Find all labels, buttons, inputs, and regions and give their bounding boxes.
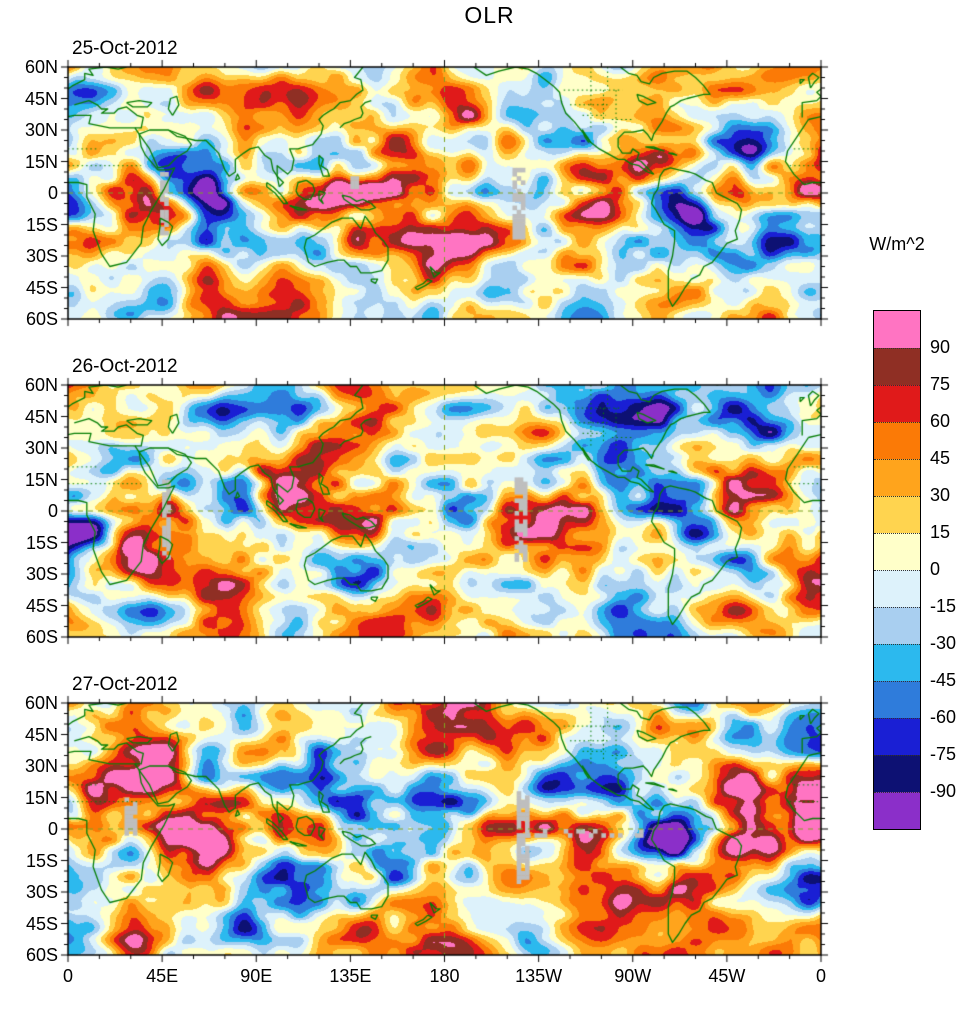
y-tick-label: 30S bbox=[25, 246, 58, 266]
y-tick-label: 15N bbox=[24, 469, 58, 490]
y-tick-label: 60S bbox=[25, 309, 58, 329]
y-tick-label: 45S bbox=[25, 913, 58, 934]
y-tick-label: 30N bbox=[24, 756, 58, 776]
colorbar-unit-label: W/m^2 bbox=[869, 234, 925, 254]
x-tick-label: 90E bbox=[240, 966, 273, 986]
figure-title: OLR bbox=[464, 2, 515, 28]
colorbar-tick-label: 0 bbox=[930, 559, 941, 579]
colorbar-tick-label: 30 bbox=[930, 485, 951, 505]
y-tick-label: 45N bbox=[24, 724, 58, 745]
y-tick-label: 0 bbox=[47, 183, 58, 203]
map-canvas-26-oct-2012 bbox=[58, 375, 831, 647]
colorbar-segment bbox=[874, 792, 920, 829]
colorbar-segment bbox=[874, 570, 920, 607]
panel-date-label: 26-Oct-2012 bbox=[72, 356, 178, 377]
y-tick-label: 15N bbox=[24, 787, 58, 808]
x-tick-label: 135W bbox=[515, 966, 563, 986]
colorbar-segment bbox=[874, 459, 920, 496]
y-tick-label: 15S bbox=[25, 214, 58, 235]
y-tick-label: 45S bbox=[25, 595, 58, 616]
y-tick-label: 15N bbox=[24, 151, 58, 172]
map-canvas-27-oct-2012 bbox=[58, 693, 831, 965]
y-tick-label: 30S bbox=[25, 882, 58, 902]
panel-date-label: 27-Oct-2012 bbox=[72, 674, 178, 695]
y-tick-label: 45N bbox=[24, 88, 58, 109]
colorbar-segment bbox=[874, 422, 920, 459]
colorbar-tick-label: 60 bbox=[930, 411, 951, 431]
colorbar-segment bbox=[874, 385, 920, 422]
y-tick-label: 60S bbox=[25, 945, 58, 965]
colorbar-segment bbox=[874, 681, 920, 718]
y-tick-label: 60N bbox=[24, 375, 58, 395]
y-tick-label: 60N bbox=[24, 57, 58, 77]
colorbar-segment bbox=[874, 644, 920, 681]
colorbar-segment bbox=[874, 533, 920, 570]
y-tick-label: 30N bbox=[24, 438, 58, 458]
colorbar-segment bbox=[874, 496, 920, 533]
colorbar-segment bbox=[874, 311, 920, 348]
colorbar-tick-label: -60 bbox=[930, 707, 957, 727]
y-tick-label: 60S bbox=[25, 627, 58, 647]
colorbar-segment bbox=[874, 718, 920, 755]
x-tick-label: 135E bbox=[329, 966, 372, 986]
colorbar-segment bbox=[874, 348, 920, 385]
x-tick-label: 90W bbox=[614, 966, 652, 986]
colorbar-tick-label: -90 bbox=[930, 781, 957, 801]
colorbar-segment bbox=[874, 607, 920, 644]
x-tick-label: 0 bbox=[62, 966, 73, 986]
colorbar-tick-label: -30 bbox=[930, 633, 957, 653]
y-tick-label: 15S bbox=[25, 850, 58, 871]
y-tick-label: 30N bbox=[24, 120, 58, 140]
y-tick-label: 30S bbox=[25, 564, 58, 584]
colorbar-tick-label: 15 bbox=[930, 522, 951, 542]
y-tick-label: 45N bbox=[24, 406, 58, 427]
x-tick-label: 0 bbox=[815, 966, 826, 986]
colorbar bbox=[873, 310, 921, 830]
colorbar-tick-label: -45 bbox=[930, 670, 957, 690]
map-canvas-25-oct-2012 bbox=[58, 57, 831, 329]
y-tick-label: 45S bbox=[25, 277, 58, 298]
y-tick-label: 0 bbox=[47, 501, 58, 521]
panel-date-label: 25-Oct-2012 bbox=[72, 38, 178, 59]
y-tick-label: 15S bbox=[25, 532, 58, 553]
x-tick-label: 45W bbox=[708, 966, 746, 986]
colorbar-tick-label: 45 bbox=[930, 448, 951, 468]
y-tick-label: 0 bbox=[47, 819, 58, 839]
x-tick-label: 45E bbox=[146, 966, 179, 986]
colorbar-tick-label: 75 bbox=[930, 374, 951, 394]
colorbar-tick-label: 90 bbox=[930, 337, 951, 357]
colorbar-tick-label: -75 bbox=[930, 744, 957, 764]
colorbar-segment bbox=[874, 755, 920, 792]
y-tick-label: 60N bbox=[24, 693, 58, 713]
colorbar-tick-label: -15 bbox=[930, 596, 957, 616]
x-tick-label: 180 bbox=[429, 966, 460, 986]
